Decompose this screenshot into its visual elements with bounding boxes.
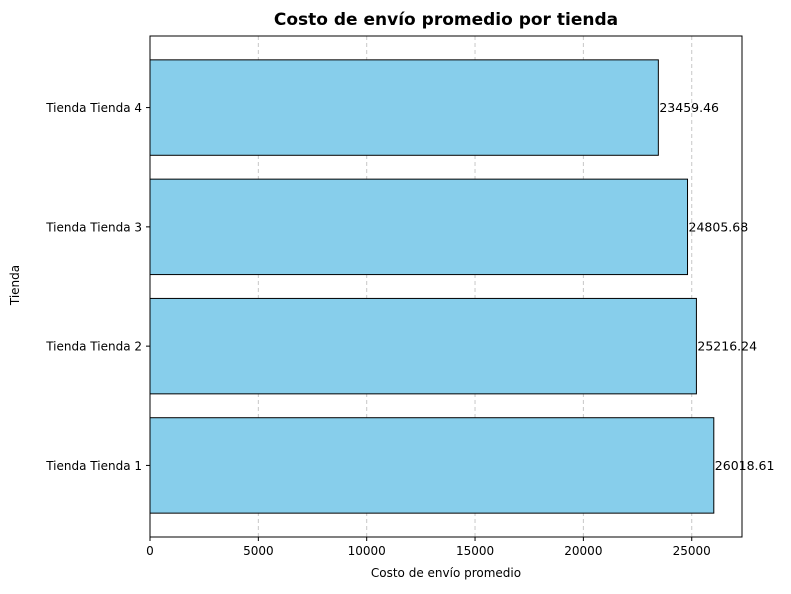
bar-value-label: 26018.61 (715, 458, 775, 473)
x-tick-label: 25000 (673, 544, 711, 558)
x-axis-ticks: 0 5000 10000 15000 20000 25000 (146, 537, 711, 558)
bar (149, 59, 659, 156)
chart-title: Costo de envío promedio por tienda (274, 10, 618, 30)
x-axis-label: Costo de envío promedio (371, 566, 521, 580)
bar-value-label: 23459.46 (659, 100, 719, 115)
bar-value-label: 24805.68 (689, 219, 749, 234)
plot-frame (149, 35, 743, 538)
data-labels: 26018.61 25216.24 24805.68 23459.46 (659, 100, 774, 473)
bar (149, 417, 715, 514)
x-tick-label: 15000 (456, 544, 494, 558)
y-axis-label: Tienda (8, 265, 22, 306)
y-axis-ticks: Tienda Tienda 1 Tienda Tienda 2 Tienda Tie… (45, 101, 150, 473)
x-tick-label: 10000 (348, 544, 386, 558)
bar-value-label: 25216.24 (697, 339, 757, 354)
y-tick-label: Tienda Tienda 3 (45, 220, 142, 234)
bar (149, 178, 689, 276)
y-tick-label: Tienda Tienda 1 (45, 459, 142, 473)
y-tick-label: Tienda Tienda 2 (45, 340, 142, 354)
x-tick-label: 5000 (243, 544, 274, 558)
x-tick-label: 0 (146, 544, 154, 558)
bar (149, 297, 697, 395)
y-tick-label: Tienda Tienda 4 (45, 101, 142, 115)
bars (149, 59, 715, 514)
x-tick-label: 20000 (564, 544, 602, 558)
